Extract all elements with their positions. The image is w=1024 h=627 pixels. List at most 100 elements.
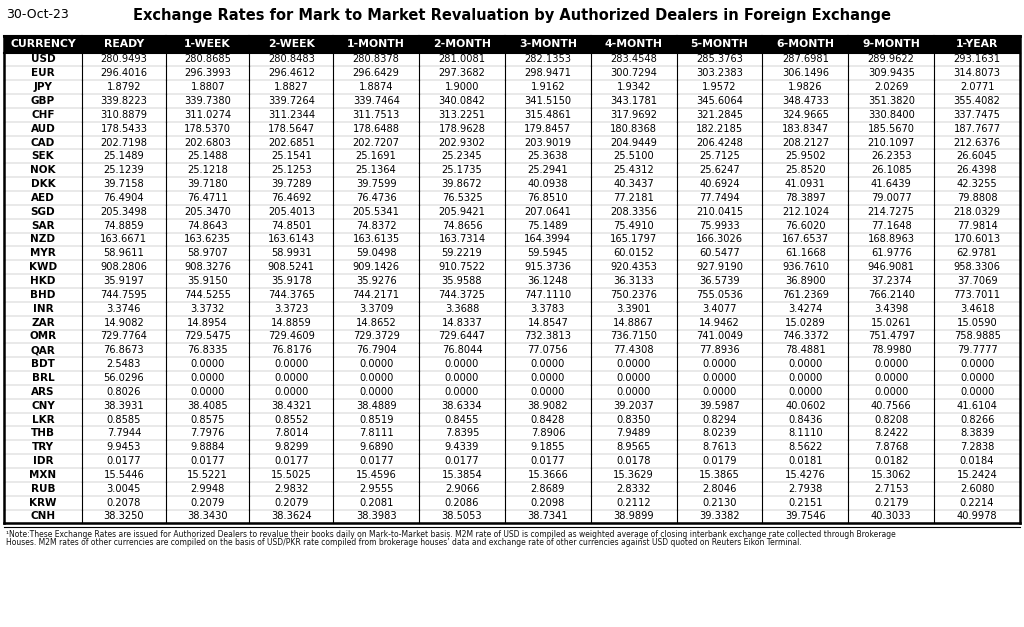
Text: 0.0000: 0.0000 (359, 387, 393, 397)
Bar (419, 468, 505, 482)
Bar (333, 468, 419, 482)
Bar (591, 191, 677, 205)
Bar (333, 122, 419, 135)
Text: 313.2251: 313.2251 (438, 110, 485, 120)
Text: 773.7011: 773.7011 (953, 290, 1000, 300)
Text: LKR: LKR (32, 414, 54, 424)
Bar (166, 135, 250, 149)
Text: IDR: IDR (33, 456, 53, 466)
Text: 2.7938: 2.7938 (788, 484, 822, 494)
Bar (333, 163, 419, 177)
Text: DKK: DKK (31, 179, 55, 189)
Bar (505, 371, 591, 385)
Bar (677, 330, 763, 344)
Bar (763, 205, 848, 219)
Text: 0.0000: 0.0000 (359, 359, 393, 369)
Bar (250, 482, 333, 496)
Text: 39.7599: 39.7599 (356, 179, 396, 189)
Bar (4, 205, 82, 219)
Text: 25.1541: 25.1541 (271, 151, 311, 161)
Bar (848, 426, 934, 440)
Bar (82, 163, 166, 177)
Text: 0.0000: 0.0000 (444, 359, 479, 369)
Text: 0.0000: 0.0000 (616, 373, 651, 383)
Text: 163.7314: 163.7314 (438, 234, 485, 245)
Text: 77.9814: 77.9814 (956, 221, 997, 231)
Bar (250, 219, 333, 233)
Text: 0.8026: 0.8026 (106, 387, 141, 397)
Text: 25.3638: 25.3638 (527, 151, 568, 161)
Text: 3.4618: 3.4618 (959, 303, 994, 314)
Bar (848, 135, 934, 149)
Text: 8.2422: 8.2422 (874, 428, 908, 438)
Text: 0.0000: 0.0000 (616, 387, 651, 397)
Text: 39.3382: 39.3382 (699, 512, 740, 522)
Text: 729.3729: 729.3729 (352, 332, 399, 342)
Bar (591, 399, 677, 413)
Bar (4, 163, 82, 177)
Text: 732.3813: 732.3813 (524, 332, 571, 342)
Bar (166, 149, 250, 163)
Bar (166, 122, 250, 135)
Text: 26.1085: 26.1085 (870, 166, 911, 175)
Bar (677, 177, 763, 191)
Text: SEK: SEK (32, 151, 54, 161)
Bar (250, 496, 333, 510)
Bar (677, 53, 763, 66)
Bar (166, 53, 250, 66)
Text: 25.8520: 25.8520 (785, 166, 825, 175)
Text: 8.9565: 8.9565 (616, 442, 651, 452)
Text: 1.9162: 1.9162 (530, 82, 565, 92)
Bar (677, 510, 763, 524)
Bar (333, 344, 419, 357)
Text: 297.3682: 297.3682 (438, 68, 485, 78)
Bar (333, 440, 419, 454)
Text: 0.8294: 0.8294 (702, 414, 736, 424)
Text: 39.2037: 39.2037 (613, 401, 654, 411)
Text: 36.1248: 36.1248 (527, 276, 568, 286)
Bar (166, 371, 250, 385)
Bar (333, 94, 419, 108)
Text: 0.0177: 0.0177 (274, 456, 308, 466)
Bar (166, 344, 250, 357)
Text: 0.0000: 0.0000 (702, 387, 736, 397)
Text: 0.2214: 0.2214 (959, 498, 994, 508)
Bar (4, 122, 82, 135)
Bar (166, 36, 250, 53)
Bar (333, 357, 419, 371)
Text: 76.8335: 76.8335 (187, 345, 228, 356)
Bar (82, 385, 166, 399)
Bar (934, 108, 1020, 122)
Text: 76.6020: 76.6020 (785, 221, 825, 231)
Text: 311.7513: 311.7513 (352, 110, 399, 120)
Bar (333, 315, 419, 330)
Text: 9.4339: 9.4339 (444, 442, 479, 452)
Bar (419, 302, 505, 315)
Bar (677, 426, 763, 440)
Bar (333, 302, 419, 315)
Bar (250, 385, 333, 399)
Bar (250, 80, 333, 94)
Bar (4, 135, 82, 149)
Text: 205.3470: 205.3470 (184, 207, 231, 217)
Text: 77.2181: 77.2181 (613, 193, 654, 203)
Bar (591, 177, 677, 191)
Text: 164.3994: 164.3994 (524, 234, 571, 245)
Text: 61.9776: 61.9776 (870, 248, 911, 258)
Text: CURRENCY: CURRENCY (10, 40, 76, 50)
Bar (166, 246, 250, 260)
Text: 1.9826: 1.9826 (788, 82, 822, 92)
Bar (591, 36, 677, 53)
Bar (505, 149, 591, 163)
Bar (419, 399, 505, 413)
Bar (763, 66, 848, 80)
Bar (505, 274, 591, 288)
Text: 26.2353: 26.2353 (871, 151, 911, 161)
Text: 77.4308: 77.4308 (613, 345, 654, 356)
Text: 25.1488: 25.1488 (187, 151, 228, 161)
Bar (763, 330, 848, 344)
Bar (763, 260, 848, 274)
Bar (677, 344, 763, 357)
Text: 9.8299: 9.8299 (274, 442, 308, 452)
Bar (591, 385, 677, 399)
